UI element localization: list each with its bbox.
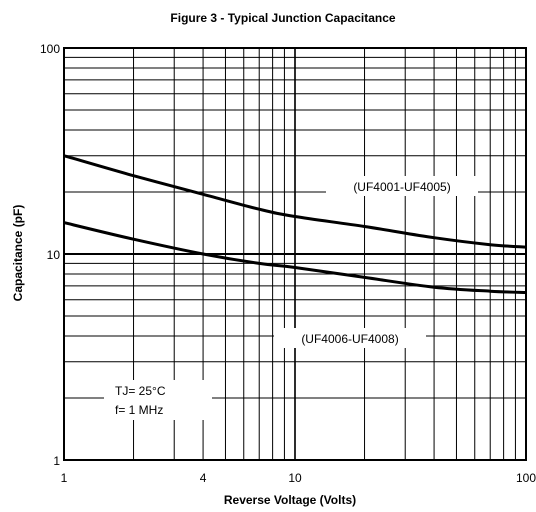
x-tick-label: 4 — [200, 471, 207, 485]
y-tick-label: 100 — [40, 42, 60, 56]
frequency-note: f= 1 MHz — [115, 403, 163, 417]
y-tick-label: 1 — [53, 454, 60, 468]
series-line-1 — [63, 154, 527, 249]
y-axis-label: Capacitance (pF) — [11, 205, 25, 302]
series-label-background — [326, 176, 478, 196]
series-label-2: (UF4006-UF4008) — [301, 332, 398, 346]
x-tick-label: 100 — [516, 471, 536, 485]
series-label-background — [274, 328, 426, 348]
conditions-box — [104, 380, 212, 420]
curve-labels: (UF4001-UF4005) (UF4006-UF4008) — [274, 176, 478, 348]
x-tick-labels: 1 4 10 100 — [61, 471, 536, 485]
series-line-2 — [63, 221, 527, 294]
y-tick-label: 10 — [47, 248, 61, 262]
chart-title: Figure 3 - Typical Junction Capacitance — [170, 11, 395, 25]
grid — [63, 47, 527, 461]
temperature-note: TJ= 25°C — [115, 384, 166, 398]
y-tick-labels: 1 10 100 — [40, 42, 60, 468]
curves — [63, 154, 527, 294]
x-tick-label: 10 — [288, 471, 302, 485]
plot-frame — [63, 47, 527, 461]
series-label-1: (UF4001-UF4005) — [353, 180, 450, 194]
x-axis-label: Reverse Voltage (Volts) — [224, 493, 356, 507]
x-tick-label: 1 — [61, 471, 68, 485]
